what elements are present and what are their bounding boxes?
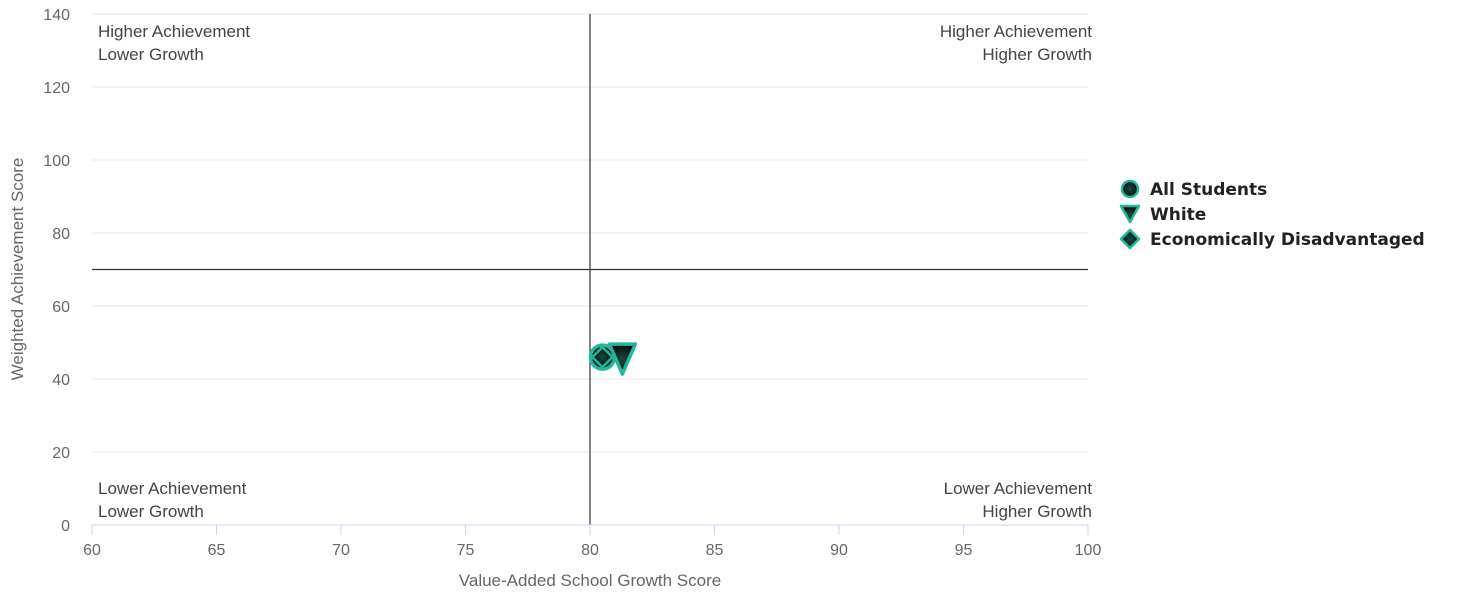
legend-triangle-down-icon bbox=[1119, 204, 1141, 224]
quadrant-bottom-right-line2: Higher Growth bbox=[982, 502, 1092, 521]
legend-item-white[interactable]: White bbox=[1119, 204, 1206, 225]
legend-label-white: White bbox=[1150, 205, 1206, 225]
legend-label-economically-disadvantaged: Economically Disadvantaged bbox=[1150, 230, 1425, 250]
y-axis-title: Weighted Achievement Score bbox=[8, 158, 27, 381]
y-tick-label: 0 bbox=[61, 518, 70, 535]
legend-diamond-icon bbox=[1119, 228, 1141, 250]
y-tick-label: 100 bbox=[43, 153, 70, 170]
legend-label-all-students: All Students bbox=[1150, 180, 1267, 200]
reference-lines bbox=[92, 14, 1088, 525]
x-tick-label: 75 bbox=[457, 542, 475, 559]
quadrant-top-right-line2: Higher Growth bbox=[982, 45, 1092, 64]
x-tick-label: 80 bbox=[581, 542, 599, 559]
quadrant-top-left-line2: Lower Growth bbox=[98, 45, 204, 64]
y-tick-label: 40 bbox=[52, 372, 70, 389]
quadrant-bottom-left-line1: Lower Achievement bbox=[98, 479, 247, 498]
x-tick-label: 100 bbox=[1075, 542, 1102, 559]
x-tick-label: 70 bbox=[332, 542, 350, 559]
y-tick-label: 140 bbox=[43, 7, 70, 24]
x-axis-title: Value-Added School Growth Score bbox=[459, 571, 721, 590]
data-point-economically-disadvantaged[interactable] bbox=[591, 345, 614, 369]
x-tick-label: 90 bbox=[830, 542, 848, 559]
x-tick-label: 65 bbox=[208, 542, 226, 559]
data-point-white[interactable] bbox=[607, 342, 638, 376]
x-tick-label: 85 bbox=[706, 542, 724, 559]
quadrant-top-right-line1: Higher Achievement bbox=[940, 22, 1092, 41]
y-tick-label: 80 bbox=[52, 226, 70, 243]
x-tick-label: 95 bbox=[955, 542, 973, 559]
x-tick-label: 60 bbox=[83, 542, 101, 559]
quadrant-top-left-line1: Higher Achievement bbox=[98, 22, 250, 41]
axes: 0 20 40 60 80 100 120 140 60 65 70 75 80 85 90 95 100 bbox=[43, 7, 1101, 559]
legend-item-all-students[interactable]: All Students bbox=[1120, 179, 1267, 200]
legend-item-economically-disadvantaged[interactable]: Economically Disadvantaged bbox=[1119, 228, 1425, 250]
legend-circle-icon bbox=[1120, 179, 1140, 199]
quadrant-bottom-right-line1: Lower Achievement bbox=[944, 479, 1093, 498]
y-tick-label: 60 bbox=[52, 299, 70, 316]
legend: All Students White Economically Disadvan… bbox=[1119, 179, 1425, 250]
y-tick-label: 120 bbox=[43, 80, 70, 97]
quadrant-bottom-left-line2: Lower Growth bbox=[98, 502, 204, 521]
data-points bbox=[588, 342, 638, 376]
y-tick-label: 20 bbox=[52, 445, 70, 462]
quadrant-labels: Higher Achievement Lower Growth Higher A… bbox=[98, 22, 1092, 521]
